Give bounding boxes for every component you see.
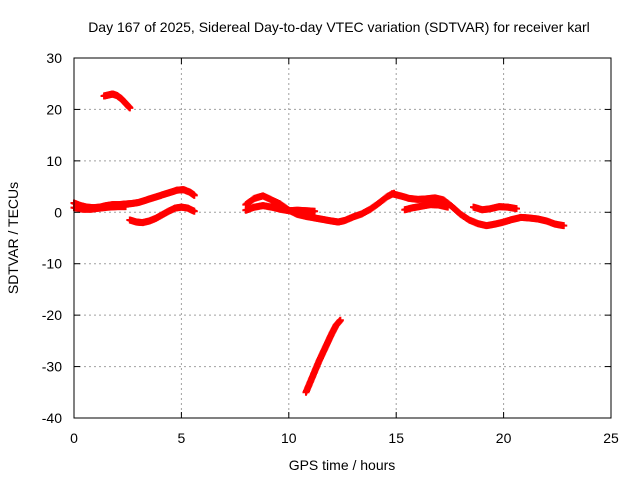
grid-lines — [74, 58, 611, 418]
series-track-midday-lower — [242, 202, 319, 215]
data-point — [336, 316, 344, 324]
data-point — [190, 191, 198, 199]
y-tick-label: -40 — [42, 410, 62, 426]
series-track-high-early — [100, 90, 134, 112]
series-track-afternoon — [388, 190, 568, 230]
x-axis-label: GPS time / hours — [289, 457, 396, 473]
x-tick-label: 15 — [388, 430, 404, 446]
data-point — [512, 205, 520, 213]
data-point — [444, 203, 452, 211]
series-track-dip-morning — [126, 203, 198, 227]
chart-title: Day 167 of 2025, Sidereal Day-to-day VTE… — [88, 19, 590, 35]
data-point — [560, 222, 568, 230]
y-tick-label: 30 — [46, 50, 62, 66]
plot-frame — [73, 57, 612, 419]
y-tick-label: 0 — [54, 204, 62, 220]
x-tick-label: 10 — [281, 430, 297, 446]
x-tick-label: 0 — [70, 430, 78, 446]
series-track-lower-morning — [70, 203, 130, 213]
series-track-evening-upper — [470, 203, 520, 214]
y-tick-label: 10 — [46, 153, 62, 169]
data-point — [126, 104, 134, 112]
x-tick-label: 20 — [496, 430, 512, 446]
y-tick-label: -20 — [42, 307, 62, 323]
x-tick-label: 25 — [603, 430, 619, 446]
data-point — [311, 207, 319, 215]
y-tick-label: -10 — [42, 256, 62, 272]
data-point — [190, 207, 198, 215]
y-axis-label: SDTVAR / TECUs — [5, 182, 21, 294]
y-tick-label: -30 — [42, 359, 62, 375]
axis-ticks: 0 5 10 15 20 25 -40 -30 -20 -10 0 10 20 30 — [42, 50, 619, 446]
data-points — [70, 90, 568, 396]
x-tick-label: 5 — [178, 430, 186, 446]
series-track-steep-drop — [302, 316, 344, 396]
data-point — [122, 203, 130, 211]
y-tick-label: 20 — [46, 101, 62, 117]
series-track-afternoon-lower — [401, 201, 452, 214]
